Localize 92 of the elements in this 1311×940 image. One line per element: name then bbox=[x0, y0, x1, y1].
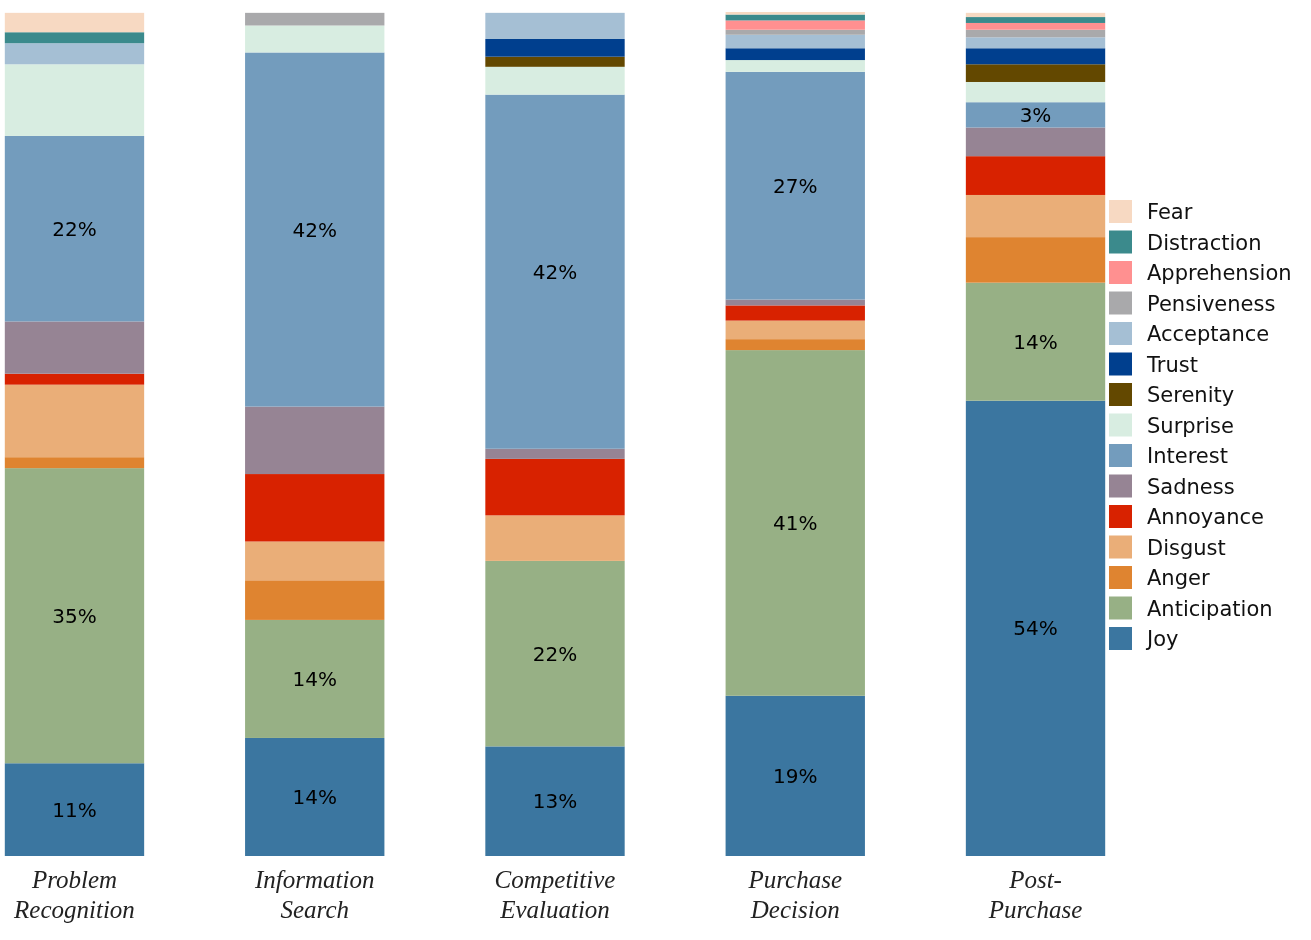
bar bbox=[725, 12, 865, 15]
data-label: 54% bbox=[1013, 616, 1058, 641]
legend-label: Anticipation bbox=[1147, 596, 1273, 621]
data-label: 27% bbox=[773, 173, 818, 198]
bar bbox=[4, 32, 145, 44]
bar bbox=[965, 156, 1106, 195]
bar bbox=[965, 17, 1106, 23]
data-label: 14% bbox=[292, 666, 337, 691]
legend-label: Joy bbox=[1145, 627, 1179, 651]
bar bbox=[725, 29, 865, 35]
legend-label: Disgust bbox=[1147, 535, 1226, 560]
bar bbox=[725, 71, 865, 300]
legend-label: Surprise bbox=[1147, 413, 1234, 438]
bar bbox=[4, 43, 145, 65]
bar bbox=[485, 94, 625, 449]
bar bbox=[965, 237, 1106, 283]
bar bbox=[965, 22, 1106, 30]
bar bbox=[965, 48, 1106, 65]
bar bbox=[4, 468, 145, 764]
bar bbox=[245, 619, 385, 738]
x-tick-label: Competitive Evaluation bbox=[494, 866, 616, 923]
bar bbox=[245, 12, 385, 26]
bar bbox=[725, 60, 865, 72]
x-tick-label: Purchase Decision bbox=[747, 866, 843, 923]
legend-label: Trust bbox=[1146, 352, 1198, 377]
bar bbox=[4, 384, 145, 458]
bar bbox=[965, 127, 1106, 157]
bar bbox=[245, 52, 385, 407]
data-label: 42% bbox=[532, 259, 578, 284]
bar bbox=[725, 48, 865, 61]
x-tick-label: Information Search bbox=[254, 866, 375, 923]
bar bbox=[485, 515, 625, 561]
bar bbox=[485, 38, 625, 57]
bar bbox=[485, 66, 625, 95]
bar bbox=[965, 282, 1106, 401]
bar bbox=[245, 25, 385, 53]
data-label: 14% bbox=[292, 784, 337, 809]
bar bbox=[245, 580, 385, 620]
bar bbox=[725, 695, 865, 856]
bar bbox=[725, 20, 865, 30]
bar bbox=[725, 350, 865, 696]
bar bbox=[485, 12, 625, 39]
bar bbox=[725, 339, 865, 351]
bar bbox=[4, 373, 145, 385]
bar bbox=[4, 457, 145, 469]
bar bbox=[485, 458, 625, 516]
bar bbox=[4, 321, 145, 374]
legend-label: Distraction bbox=[1147, 230, 1262, 255]
legend-label: Serenity bbox=[1147, 383, 1235, 407]
data-label: 41% bbox=[773, 510, 818, 535]
data-label: 11% bbox=[52, 797, 97, 822]
legend-label: Sadness bbox=[1147, 474, 1235, 499]
legend-label: Anger bbox=[1147, 566, 1210, 590]
legend-label: Interest bbox=[1147, 444, 1228, 468]
legend-label: Pensiveness bbox=[1147, 291, 1276, 316]
bar bbox=[4, 12, 145, 33]
data-label: 42% bbox=[292, 217, 337, 242]
bar bbox=[485, 56, 625, 67]
x-tick-label: Problem Recognition bbox=[13, 866, 135, 923]
bar bbox=[4, 763, 145, 856]
bar bbox=[485, 448, 625, 459]
data-label: 19% bbox=[773, 763, 818, 788]
legend-label: Annoyance bbox=[1147, 505, 1264, 529]
bar bbox=[965, 37, 1106, 49]
data-label: 13% bbox=[532, 789, 578, 814]
bar bbox=[965, 400, 1106, 856]
bar bbox=[965, 102, 1106, 128]
data-label: 3% bbox=[1019, 102, 1052, 127]
bar bbox=[965, 12, 1106, 18]
data-label: 22% bbox=[532, 641, 578, 666]
bar bbox=[4, 135, 145, 322]
legend-label: Fear bbox=[1147, 200, 1193, 224]
bar bbox=[725, 305, 865, 321]
bar bbox=[965, 81, 1106, 103]
bar bbox=[725, 320, 865, 340]
data-label: 35% bbox=[52, 603, 97, 628]
legend-label: Acceptance bbox=[1147, 322, 1270, 346]
bar bbox=[965, 64, 1106, 82]
bar bbox=[965, 29, 1106, 38]
x-tick-label: Post-Purchase bbox=[987, 866, 1083, 923]
legend-label: Apprehension bbox=[1147, 261, 1292, 285]
bar bbox=[485, 560, 625, 747]
bar bbox=[965, 194, 1106, 238]
bar bbox=[245, 737, 385, 856]
bar bbox=[485, 746, 625, 856]
bar bbox=[245, 406, 385, 475]
data-label: 22% bbox=[52, 216, 97, 241]
bar bbox=[245, 541, 385, 581]
bar bbox=[245, 474, 385, 542]
data-label: 14% bbox=[1013, 329, 1058, 354]
bar bbox=[4, 64, 145, 136]
bar bbox=[725, 34, 865, 49]
